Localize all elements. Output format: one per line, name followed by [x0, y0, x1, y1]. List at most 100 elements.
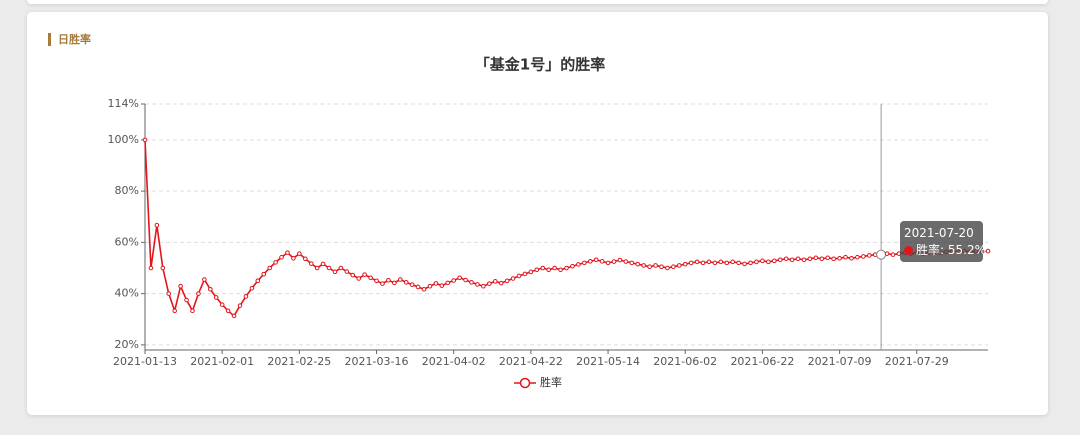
- point: [255, 278, 261, 284]
- point: [861, 254, 866, 259]
- point: [570, 263, 575, 269]
- point: [213, 295, 219, 300]
- point: [332, 269, 338, 275]
- point: [789, 257, 795, 263]
- x-tick-label: 2021-02-25: [267, 355, 331, 368]
- card: [27, 0, 1048, 4]
- point: [629, 260, 635, 266]
- point: [208, 286, 213, 292]
- line: [144, 139, 989, 318]
- point: [552, 265, 557, 271]
- x-tick-label: 2021-05-14: [576, 355, 640, 368]
- point: [617, 257, 623, 263]
- chart-title: 「基金1号」的胜率: [475, 56, 605, 74]
- tooltip-text: 胜率: 55.2%: [916, 243, 986, 257]
- tooltip: 2021-07-20 胜率: 55.2%: [900, 221, 986, 262]
- point: [611, 259, 617, 264]
- point: [516, 273, 522, 279]
- section-title: 日胜率: [48, 33, 91, 46]
- y-tick-label: 20%: [115, 338, 139, 351]
- point: [190, 308, 195, 314]
- point: [397, 277, 403, 282]
- point: [795, 256, 801, 262]
- card: 日胜率: [27, 12, 1048, 415]
- point: [421, 286, 427, 292]
- point: [866, 253, 872, 258]
- point: [641, 263, 646, 268]
- point: [374, 278, 379, 284]
- y-tick-label: 100%: [108, 133, 139, 146]
- point: [237, 303, 243, 308]
- y-tick-label: 60%: [115, 235, 139, 248]
- point: [676, 263, 682, 268]
- point: [469, 280, 474, 285]
- point: [261, 271, 267, 277]
- point: [540, 265, 546, 271]
- tooltip-marker: [904, 246, 913, 255]
- point: [326, 265, 332, 271]
- y-tick-label: 40%: [115, 287, 139, 300]
- point: [297, 251, 302, 256]
- point: [172, 308, 177, 314]
- point: [783, 256, 789, 262]
- point: [605, 260, 611, 266]
- point: [831, 256, 836, 262]
- point: [481, 283, 486, 289]
- point: [148, 265, 154, 271]
- y-tick-label: 114%: [108, 97, 139, 110]
- point: [368, 275, 373, 281]
- point: [819, 256, 825, 262]
- x-tick-label: 2021-07-29: [885, 355, 949, 368]
- point: [356, 276, 362, 281]
- point: [682, 261, 688, 267]
- point: [219, 302, 225, 307]
- point: [576, 262, 581, 267]
- point: [522, 271, 528, 277]
- point: [718, 259, 724, 265]
- point: [665, 265, 670, 271]
- point: [564, 265, 569, 271]
- point: [380, 281, 385, 286]
- point: [320, 261, 326, 267]
- point: [409, 282, 415, 287]
- point: [546, 267, 551, 273]
- x-tick-label: 2021-02-01: [190, 355, 254, 368]
- point: [766, 259, 771, 265]
- point: [427, 283, 433, 289]
- point: [314, 265, 320, 271]
- x-tick-label: 2021-04-02: [422, 355, 486, 368]
- point: [671, 264, 676, 270]
- x-tick-label: 2021-07-09: [808, 355, 872, 368]
- x-tick-label: 2021-03-16: [345, 355, 409, 368]
- point: [688, 260, 694, 266]
- point: [498, 280, 504, 286]
- point: [492, 279, 498, 284]
- point: [463, 277, 468, 283]
- point: [202, 277, 207, 282]
- point: [730, 259, 736, 265]
- point: [742, 261, 747, 267]
- point: [196, 291, 201, 296]
- point: [659, 264, 664, 270]
- point: [813, 255, 819, 261]
- point: [754, 259, 759, 265]
- point: [267, 265, 272, 271]
- point: [528, 269, 534, 275]
- point: [285, 250, 290, 255]
- point: [694, 259, 700, 265]
- point: [706, 259, 712, 265]
- point: [154, 222, 160, 228]
- point: [291, 255, 296, 261]
- point: [433, 281, 439, 286]
- point: [445, 280, 451, 286]
- point: [249, 285, 255, 291]
- point: [558, 267, 563, 273]
- point: [344, 269, 350, 274]
- point: [876, 249, 887, 260]
- point: [160, 265, 166, 271]
- point: [593, 257, 599, 263]
- point: [510, 276, 516, 281]
- point: [273, 260, 278, 265]
